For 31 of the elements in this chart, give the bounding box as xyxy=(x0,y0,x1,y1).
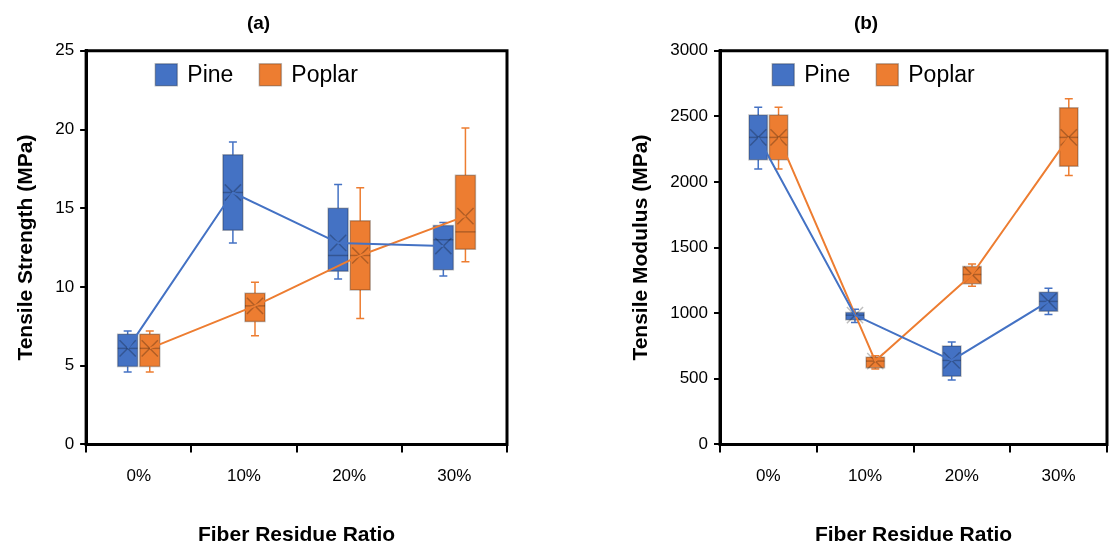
x-tick-label: 30% xyxy=(437,466,472,486)
legend-label: Poplar xyxy=(908,61,976,88)
y-tick-label: 0 xyxy=(64,434,75,454)
legend-label: Poplar xyxy=(291,61,359,88)
chart-title: (b) xyxy=(853,11,879,33)
x-axis-title: Fiber Residue Ratio xyxy=(814,522,1013,546)
x-axis-title: Fiber Residue Ratio xyxy=(197,522,396,546)
y-axis-title: Tensile Modulus (MPa) xyxy=(628,134,652,361)
legend-label: Pine xyxy=(187,61,234,88)
y-tick-label: 5 xyxy=(64,355,75,375)
y-tick-label: 2500 xyxy=(670,106,709,126)
x-tick-label: 20% xyxy=(332,466,367,486)
legend-label: Pine xyxy=(804,61,851,88)
y-tick-label: 20 xyxy=(55,119,75,139)
x-tick-label: 20% xyxy=(944,466,979,486)
x-tick-label: 30% xyxy=(1041,466,1076,486)
y-tick-label: 500 xyxy=(679,368,709,388)
y-tick-label: 2000 xyxy=(670,171,709,191)
y-tick-label: 0 xyxy=(698,434,709,454)
y-tick-label: 10 xyxy=(55,276,75,296)
x-tick-label: 10% xyxy=(848,466,883,486)
y-tick-label: 1500 xyxy=(670,237,709,257)
y-tick-label: 25 xyxy=(55,40,75,60)
y-tick-label: 1000 xyxy=(670,302,709,322)
chart-title: (a) xyxy=(246,11,271,33)
y-tick-label: 3000 xyxy=(670,40,709,60)
y-axis-title: Tensile Strength (MPa) xyxy=(13,134,37,361)
y-tick-label: 15 xyxy=(55,197,75,217)
x-tick-label: 10% xyxy=(226,466,261,486)
x-tick-label: 0% xyxy=(126,466,152,486)
x-tick-label: 0% xyxy=(756,466,781,486)
